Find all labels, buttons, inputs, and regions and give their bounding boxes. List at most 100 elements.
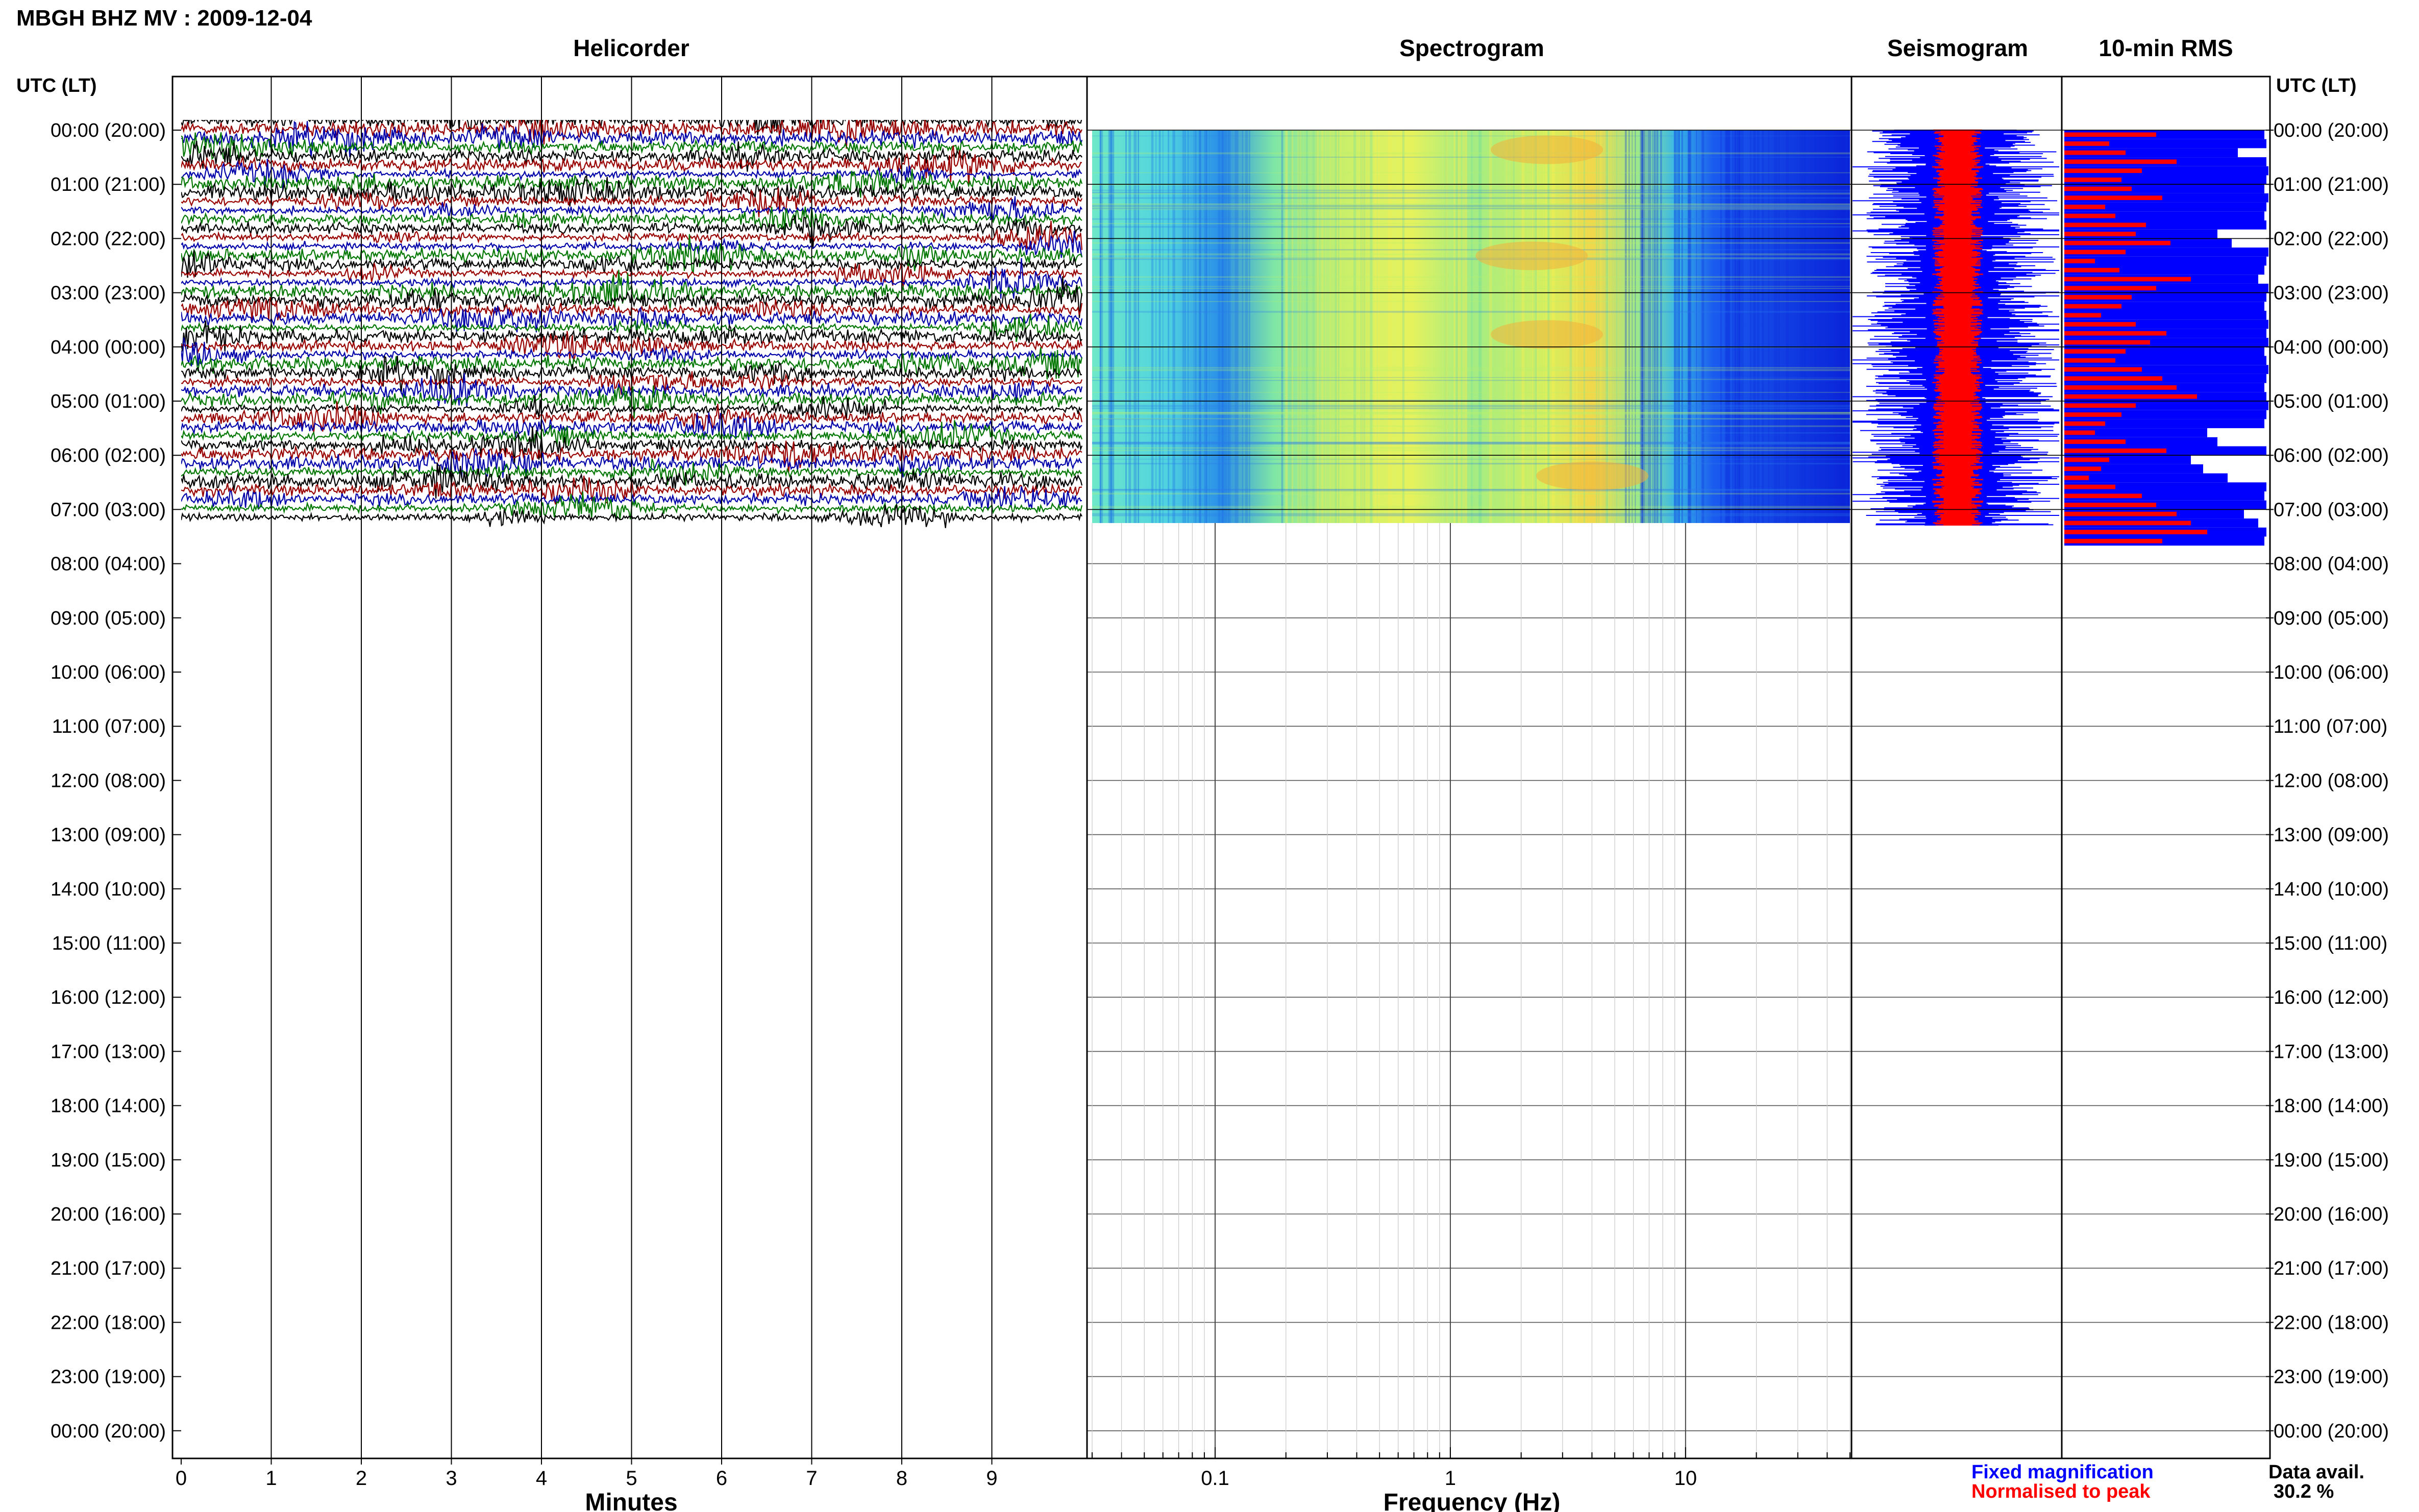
spectrogram-title: Spectrogram xyxy=(1399,35,1544,61)
spectrogram-band xyxy=(1361,130,1362,523)
rms-bar-fixed xyxy=(2064,419,2264,429)
hour-label-right: 11:00 (07:00) xyxy=(2274,716,2387,737)
spectrogram-peak xyxy=(1536,461,1649,490)
spectrogram-row xyxy=(1092,447,1850,449)
spectrogram-band xyxy=(1362,130,1365,523)
spectrogram-band xyxy=(1720,130,1722,523)
spectrogram-band xyxy=(1641,130,1643,523)
spectrogram-band xyxy=(1681,130,1683,523)
spectrogram-band xyxy=(1727,130,1731,523)
minute-tick-label: 9 xyxy=(986,1467,997,1490)
spectrogram-band xyxy=(1297,130,1299,523)
spectrogram-band xyxy=(1606,130,1609,523)
spectrogram-row xyxy=(1092,412,1850,414)
spectrogram-band xyxy=(1648,130,1651,523)
spectrogram-band xyxy=(1762,130,1764,523)
spectrogram-row xyxy=(1092,392,1850,393)
spectrogram-band xyxy=(1128,130,1131,523)
spectrogram-band xyxy=(1353,130,1356,523)
spectrogram-row xyxy=(1092,367,1850,369)
spectrogram-row xyxy=(1092,412,1850,413)
spectrogram-row xyxy=(1092,400,1850,401)
spectrogram-band xyxy=(1616,130,1617,523)
spectrogram-band xyxy=(1814,130,1817,523)
minute-tick-label: 8 xyxy=(896,1467,907,1490)
spectrogram-row xyxy=(1092,208,1850,210)
hour-label-right: 07:00 (03:00) xyxy=(2274,499,2389,520)
hour-label-left: 00:00 (20:00) xyxy=(51,1421,166,1442)
spectrogram-row xyxy=(1092,193,1850,195)
spectrogram-band xyxy=(1109,130,1113,523)
spectrogram-band xyxy=(1445,130,1447,523)
spectrogram-band xyxy=(1462,130,1466,523)
rms-bar-normalised xyxy=(2064,349,2126,354)
spectrogram-band xyxy=(1846,130,1848,523)
spectrogram-row xyxy=(1092,379,1850,380)
spectrogram-band xyxy=(1221,130,1224,523)
hour-label-right: 00:00 (20:00) xyxy=(2274,1421,2389,1442)
hour-label-left: 05:00 (01:00) xyxy=(51,391,166,412)
rms-bar-normalised xyxy=(2064,430,2095,435)
spectrogram-band xyxy=(1724,130,1727,523)
spectrogram-row xyxy=(1092,197,1850,199)
hour-labels-left: 00:00 (20:00) 01:00 (21:00) 02:00 (22:00) 0… xyxy=(51,120,166,1442)
hour-label-left: 04:00 (00:00) xyxy=(51,337,166,358)
spectrogram-band xyxy=(1100,130,1102,523)
rms-bar-normalised xyxy=(2064,457,2109,462)
rms-bar-normalised xyxy=(2064,213,2115,218)
rms-bar-normalised xyxy=(2064,412,2121,417)
spectrogram-band xyxy=(1647,130,1649,523)
panel-frame xyxy=(2061,76,2271,1459)
rms-bar-normalised xyxy=(2064,313,2101,318)
minutes-axis: 0 1 2 3 4 5 6 7 8 9 xyxy=(176,1458,998,1490)
spectrogram-row xyxy=(1092,463,1850,465)
hour-label-right: 23:00 (19:00) xyxy=(2274,1367,2389,1388)
spectrogram-band xyxy=(1100,130,1103,523)
spectrogram-row xyxy=(1092,253,1850,256)
spectrogram-row xyxy=(1092,492,1850,495)
spectrogram-band xyxy=(1155,130,1157,523)
spectrogram-band xyxy=(1378,130,1380,523)
spectrogram-row xyxy=(1092,513,1850,515)
spectrogram-band xyxy=(1306,130,1308,523)
minute-tick-label: 6 xyxy=(716,1467,727,1490)
spectrogram-band xyxy=(1340,130,1341,523)
spectrogram-band xyxy=(1401,130,1404,523)
spectrogram-band xyxy=(1227,130,1229,523)
spectrogram-band xyxy=(1184,130,1186,523)
spectrogram-band xyxy=(1370,130,1373,523)
minute-tick-label: 0 xyxy=(176,1467,187,1490)
hour-label-right: 12:00 (08:00) xyxy=(2274,770,2389,791)
rms-bar-normalised xyxy=(2064,421,2105,426)
spectrogram-band xyxy=(1306,130,1309,523)
spectrogram-band xyxy=(1453,130,1455,523)
spectrogram-band xyxy=(1808,130,1810,523)
hour-label-right: 19:00 (15:00) xyxy=(2274,1150,2389,1171)
legend-normalised-to-peak: Normalised to peak xyxy=(1971,1481,2151,1502)
rms-bar-normalised xyxy=(2064,232,2136,236)
spectrogram-row xyxy=(1092,157,1850,158)
minute-tick-label: 3 xyxy=(446,1467,457,1490)
spectrogram-band xyxy=(1489,130,1492,523)
spectrogram-band xyxy=(1752,130,1755,523)
spectrogram-band xyxy=(1688,130,1689,523)
spectrogram-band xyxy=(1391,130,1392,523)
spectrogram-band xyxy=(1608,130,1609,523)
hour-label-right: 02:00 (22:00) xyxy=(2274,228,2389,250)
hour-label-left: 14:00 (10:00) xyxy=(51,879,166,900)
rms-bar-normalised xyxy=(2064,358,2115,363)
spectrogram-band xyxy=(1656,130,1659,523)
spectrogram-row xyxy=(1092,301,1850,302)
rms-bar-normalised xyxy=(2064,159,2177,164)
spectrogram-row xyxy=(1092,288,1850,289)
spectrogram-row xyxy=(1092,515,1850,516)
spectrogram-row xyxy=(1092,191,1850,193)
spectrogram-band xyxy=(1111,130,1114,523)
spectrogram-band xyxy=(1687,130,1691,523)
hour-label-right: 04:00 (00:00) xyxy=(2274,337,2389,358)
spectrogram-band xyxy=(1245,130,1248,523)
rms-bar-normalised xyxy=(2064,484,2115,489)
spectrogram-band xyxy=(1204,130,1207,523)
hour-label-right: 13:00 (09:00) xyxy=(2274,825,2389,846)
rms-bar-normalised xyxy=(2064,250,2126,255)
